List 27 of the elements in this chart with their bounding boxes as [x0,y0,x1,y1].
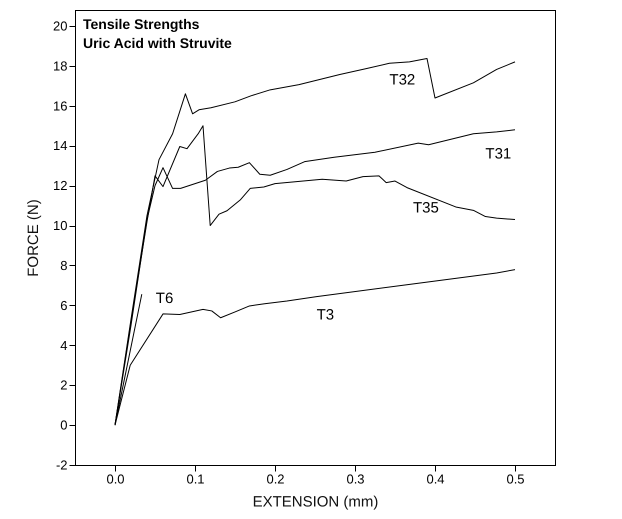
series-label: T6 [156,290,174,308]
x-tick-label: 0.5 [506,472,525,486]
series-label: T3 [316,306,334,324]
chart-title: Tensile Strengths [83,16,200,32]
y-tick-label: -2 [56,458,68,472]
y-tick-label: 4 [60,338,68,353]
x-axis-title: EXTENSION (mm) [252,494,378,510]
x-tick-label: 0.4 [426,472,445,486]
y-tick-label: 8 [60,258,68,273]
y-tick-label: 0 [60,418,68,433]
y-tick-label: 6 [60,298,68,313]
x-tick-label: 0.0 [106,472,125,486]
y-tick-label: 20 [53,18,68,34]
series-label: T35 [413,200,439,217]
series-label: T31 [485,146,512,163]
y-tick-label: 14 [53,138,68,154]
x-tick-label: 0.2 [266,472,285,486]
x-tick-label: 0.1 [186,472,205,486]
series-label: T32 [389,71,416,88]
y-tick-label: 18 [53,58,68,74]
y-tick-label: 12 [53,178,68,194]
x-tick-label: 0.3 [346,472,365,486]
text: Uric Acid with Struvite [83,35,232,51]
y-axis-title: FORCE (N) [25,199,42,277]
y-tick-label: 10 [53,218,68,234]
y-tick-label: 16 [53,98,68,114]
y-tick-label: 2 [60,378,68,393]
